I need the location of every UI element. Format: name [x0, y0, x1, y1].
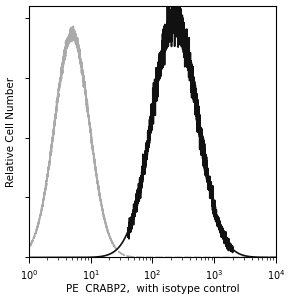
Y-axis label: Relative Cell Number: Relative Cell Number	[6, 76, 15, 187]
X-axis label: PE  CRABP2,  with isotype control: PE CRABP2, with isotype control	[66, 284, 239, 294]
